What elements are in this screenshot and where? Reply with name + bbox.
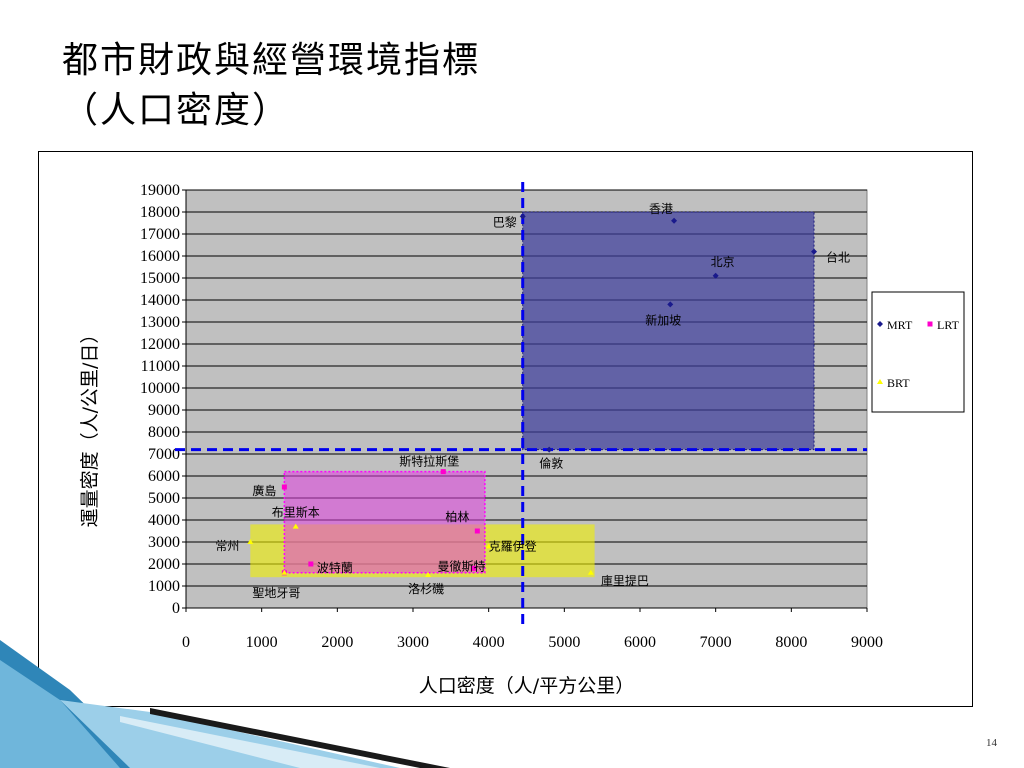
y-tick-label: 2000	[148, 556, 180, 573]
point-label: 庫里提巴	[601, 573, 649, 588]
point-label: 曼徹斯特	[438, 558, 486, 573]
point-label: 巴黎	[493, 215, 517, 229]
corner-swoosh-decoration	[0, 640, 450, 768]
mrt-point	[671, 217, 678, 224]
mrt-point	[811, 248, 818, 255]
scatter-chart: 0 1000 2000 3000 4000 5000 6000 7000 8000 9000 100…	[79, 182, 965, 697]
y-tick-label: 5000	[148, 490, 180, 507]
y-tick-label: 12000	[140, 336, 180, 353]
lrt-point	[440, 469, 446, 475]
brt-point	[425, 572, 432, 577]
x-tick-label: 9000	[851, 634, 883, 651]
mrt-point	[712, 272, 719, 279]
x-tick-label: 7000	[700, 634, 732, 651]
point-label: 柏林	[445, 509, 469, 524]
x-tick-label: 5000	[548, 634, 580, 651]
y-tick-label: 13000	[140, 314, 180, 331]
y-tick-label: 8000	[148, 424, 180, 441]
y-tick-label: 11000	[141, 358, 180, 375]
x-tick-label: 8000	[775, 634, 807, 651]
legend-brt-label: BRT	[887, 376, 910, 390]
x-tick-label: 2000	[321, 634, 353, 651]
point-label: 洛杉磯	[408, 581, 444, 596]
point-label: 斯特拉斯堡	[399, 454, 459, 469]
brt-point	[877, 379, 883, 384]
y-tick-label: 19000	[140, 182, 180, 199]
legend-mrt-label: MRT	[887, 318, 913, 332]
x-tick-label: 4000	[473, 634, 505, 651]
chart-frame: 0 1000 2000 3000 4000 5000 6000 7000 8000 9000 100…	[38, 151, 973, 707]
slide-title-line2: （人口密度）	[62, 90, 291, 131]
point-label: 常州	[215, 539, 239, 553]
point-label: 香港	[649, 202, 673, 216]
slide-title-line1: 都市財政與經營環境指標	[62, 40, 481, 81]
x-tick-label: 6000	[624, 634, 656, 651]
point-label: 北京	[711, 255, 735, 269]
y-tick-label: 3000	[148, 534, 180, 551]
lrt-point	[474, 528, 480, 534]
point-label: 廣島	[252, 483, 276, 498]
point-label: 聖地牙哥	[252, 586, 300, 600]
y-tick-label: 14000	[140, 292, 180, 309]
mrt-point	[546, 446, 553, 453]
point-label: 台北	[826, 250, 850, 265]
legend-lrt-label: LRT	[937, 318, 960, 332]
mrt-region	[522, 211, 815, 451]
y-tick-label: 17000	[140, 226, 180, 243]
lrt-region	[283, 470, 486, 574]
y-tick-label: 18000	[140, 204, 180, 221]
mrt-point	[519, 213, 526, 220]
y-tick-label: 0	[172, 600, 180, 617]
y-axis-title: 運量密度（人/公里/日）	[79, 325, 101, 528]
lrt-point	[308, 561, 314, 567]
brt-point	[247, 539, 254, 544]
point-label: 波特蘭	[317, 560, 353, 575]
x-tick-label: 3000	[397, 634, 429, 651]
point-label: 克羅伊登	[489, 538, 537, 553]
legend-box	[871, 291, 965, 413]
brt-point	[485, 543, 492, 549]
y-tick-label: 1000	[148, 578, 180, 595]
slide-title: 都市財政與經營環境指標 （人口密度）	[62, 36, 480, 136]
point-label: 倫敦	[539, 456, 563, 471]
brt-point	[587, 569, 594, 575]
x-tick-label: 0	[182, 634, 190, 651]
mrt-point	[877, 321, 883, 327]
x-axis-title: 人口密度（人/平方公里）	[419, 675, 634, 697]
lrt-point	[471, 565, 477, 571]
y-tick-label: 6000	[148, 468, 180, 485]
x-tick-label: 1000	[246, 634, 278, 651]
y-tick-label: 10000	[140, 380, 180, 397]
lrt-point	[927, 321, 933, 327]
y-tick-label: 9000	[148, 402, 180, 419]
point-label: 布里斯本	[272, 506, 320, 520]
y-tick-label: 16000	[140, 248, 180, 265]
brt-point	[292, 523, 299, 529]
point-label: 新加坡	[645, 312, 681, 327]
lrt-point	[281, 484, 287, 490]
page-number: 14	[986, 737, 997, 749]
y-tick-label: 4000	[148, 512, 180, 529]
brt-point	[281, 569, 288, 575]
y-tick-label: 7000	[148, 446, 180, 463]
mrt-point	[667, 301, 674, 308]
y-tick-label: 15000	[140, 270, 180, 287]
